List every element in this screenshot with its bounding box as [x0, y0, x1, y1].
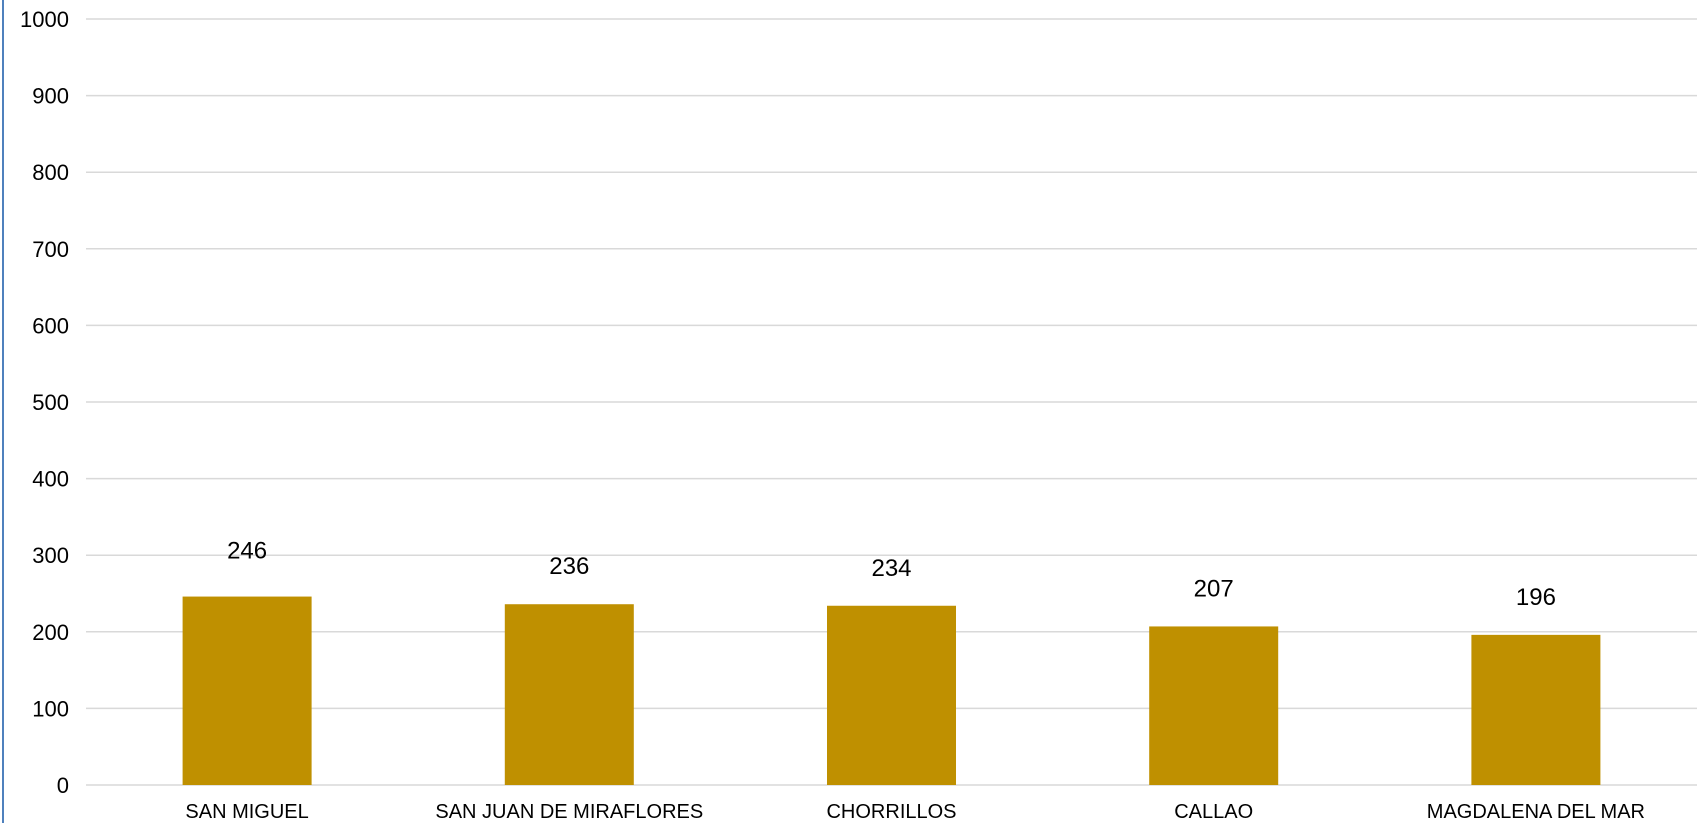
x-tick-label: CALLAO: [1174, 801, 1253, 823]
bar: [1471, 634, 1601, 785]
y-tick-label: 300: [32, 543, 69, 568]
gridlines: [86, 18, 1697, 786]
x-tick-label: SAN JUAN DE MIRAFLORES: [435, 801, 703, 823]
x-axis-tick-labels: SAN MIGUEL SAN JUAN DE MIRAFLORES CHORRILL…: [185, 801, 1645, 823]
x-tick-label: SAN MIGUEL: [185, 801, 308, 823]
y-tick-label: 600: [32, 313, 69, 338]
bar: [504, 604, 634, 785]
y-tick-label: 900: [32, 84, 69, 109]
x-tick-label: MAGDALENA DEL MAR: [1427, 801, 1645, 823]
y-tick-label: 100: [32, 696, 69, 721]
y-tick-label: 700: [32, 237, 69, 262]
bar-value-label: 246: [227, 538, 267, 565]
y-tick-label: 200: [32, 620, 69, 645]
y-tick-label: 1000: [20, 7, 69, 32]
bar-value-label: 234: [871, 555, 911, 582]
y-axis-tick-labels: 0 100 200 300 400 500 600 700 800 900 1000: [20, 7, 69, 798]
bar-value-label: 207: [1194, 575, 1234, 602]
bars: [182, 596, 1601, 785]
data-labels: 246 236 234 207 196: [227, 538, 1556, 611]
bar: [827, 605, 956, 785]
x-tick-label: CHORRILLOS: [826, 801, 956, 823]
y-tick-label: 0: [57, 773, 69, 798]
y-tick-label: 800: [32, 160, 69, 185]
y-tick-label: 400: [32, 467, 69, 492]
bar: [1149, 626, 1279, 785]
y-tick-label: 500: [32, 390, 69, 415]
bar-value-label: 196: [1516, 584, 1556, 611]
bar: [182, 596, 312, 785]
bar-value-label: 236: [549, 553, 589, 580]
